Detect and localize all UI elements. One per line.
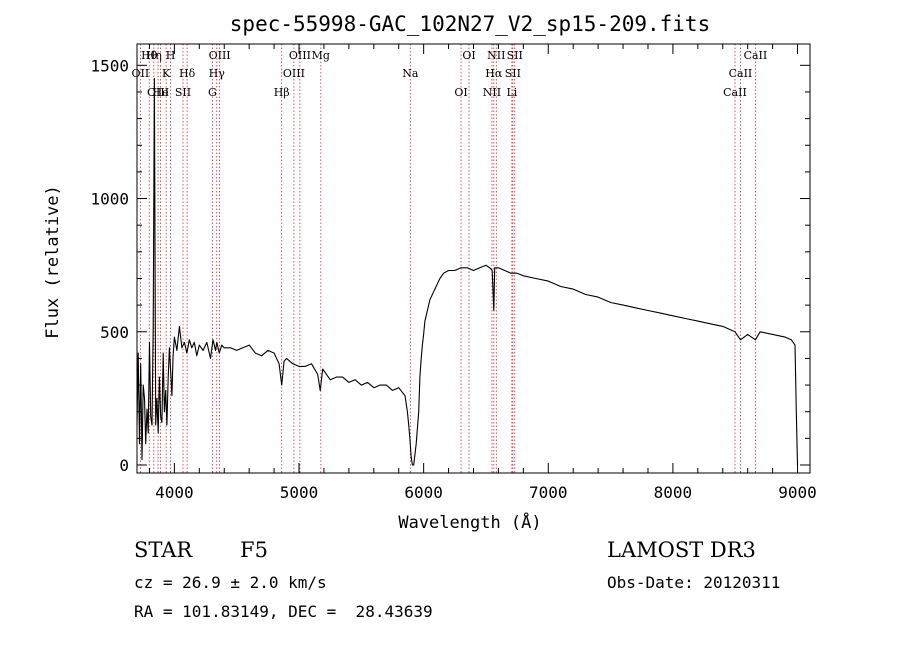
- coordinates: RA = 101.83149, DEC = 28.43639: [134, 602, 433, 621]
- line-label: SII: [507, 49, 523, 62]
- x-tick-label: 6000: [404, 483, 443, 502]
- x-axis-label: Wavelength (Å): [398, 511, 541, 533]
- y-tick-label: 0: [119, 456, 129, 475]
- line-label: H: [166, 49, 176, 62]
- line-label: Hα: [485, 67, 503, 80]
- line-label: SII: [505, 67, 521, 80]
- line-label: Na: [402, 67, 419, 80]
- y-tick-label: 1500: [90, 56, 129, 75]
- reference-lines: [139, 44, 756, 473]
- line-label: Hδ: [179, 67, 196, 80]
- y-axis-label: Flux (relative): [43, 185, 63, 339]
- line-label: OI: [462, 49, 475, 62]
- y-tick-label: 500: [100, 323, 129, 342]
- line-label: CaII: [729, 67, 753, 80]
- redshift-text: cz = 26.9 ± 2.0 km/s: [134, 573, 327, 592]
- line-label: CaII: [723, 86, 747, 99]
- x-tick-label: 7000: [529, 483, 568, 502]
- line-label: Mg: [312, 49, 330, 62]
- line-label: OIII: [283, 67, 305, 80]
- line-label: NII: [487, 49, 505, 62]
- line-label: OI: [454, 86, 467, 99]
- survey-name: LAMOST DR3: [607, 538, 756, 562]
- x-tick-label: 4000: [155, 483, 194, 502]
- line-label: Li: [506, 86, 517, 99]
- plot-frame: [136, 43, 811, 474]
- line-label: Hβ: [274, 86, 290, 99]
- line-label: K: [162, 67, 171, 80]
- line-label: Hη: [146, 49, 162, 62]
- line-label: OIII: [147, 86, 169, 99]
- x-tick-label: 5000: [280, 483, 319, 502]
- line-label: Hθ: [141, 49, 158, 62]
- x-tick-label: 8000: [654, 483, 693, 502]
- spectrum-series: [136, 78, 799, 466]
- line-label: G: [208, 86, 217, 99]
- line-label: OIII: [209, 49, 231, 62]
- y-tick-label: 1000: [90, 190, 129, 209]
- obs-date: Obs-Date: 20120311: [607, 573, 781, 592]
- line-label: CaII: [744, 49, 768, 62]
- line-label: OIII: [289, 49, 311, 62]
- reference-line-labels: Hθ OII OIII HηK He HHδ SII OIII Hγ G OIII OIII Hβ Mg N…: [132, 49, 768, 99]
- line-label: NII: [483, 86, 501, 99]
- axes: 4000 5000 6000 7000 8000 9000 0 500 1000 1500: [90, 43, 817, 502]
- chart-title: spec-55998-GAC_102N27_V2_sp15-209.fits: [230, 12, 710, 36]
- star-subclass: F5: [240, 538, 268, 562]
- line-label: Hγ: [209, 67, 226, 80]
- x-tick-label: 9000: [778, 483, 817, 502]
- star-class: STAR: [134, 538, 193, 562]
- line-label: He: [153, 86, 169, 99]
- line-label: OII: [132, 67, 150, 80]
- spectrum-line: [136, 78, 799, 466]
- line-label: SII: [175, 86, 191, 99]
